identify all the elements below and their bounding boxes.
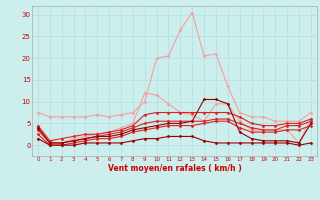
X-axis label: Vent moyen/en rafales ( km/h ): Vent moyen/en rafales ( km/h )	[108, 164, 241, 173]
